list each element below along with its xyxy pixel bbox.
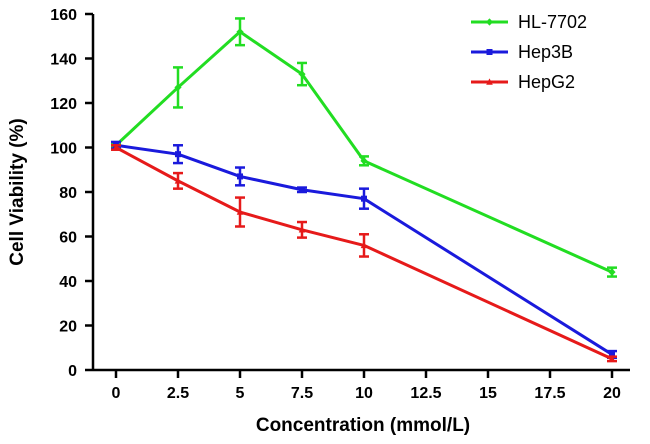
x-ticks: 0 2.5 5 7.5 10 12.5 15 17.5 20 xyxy=(112,370,621,402)
x-tick-label: 15 xyxy=(479,385,497,402)
legend: HL-7702 Hep3B HepG2 xyxy=(471,12,587,92)
data-point-hepg2 xyxy=(608,355,616,362)
data-point-hepg2 xyxy=(360,241,368,249)
y-tick-label: 140 xyxy=(50,52,77,69)
legend-marker-hl-7702 xyxy=(485,18,494,26)
y-tick-label: 80 xyxy=(59,185,77,202)
data-point-hl-7702 xyxy=(298,70,306,78)
series-line-hl-7702 xyxy=(114,30,613,274)
y-tick-label: 120 xyxy=(50,96,77,113)
data-point-hl-7702 xyxy=(174,83,182,92)
x-tick-label: 2.5 xyxy=(167,385,189,402)
x-tick-label: 0 xyxy=(112,385,121,402)
y-tick-label: 0 xyxy=(68,363,77,380)
data-point-hl-7702 xyxy=(360,157,368,165)
y-axis-title: Cell Viability (%) xyxy=(7,118,28,265)
x-tick-label: 10 xyxy=(355,385,373,402)
x-tick-label: 7.5 xyxy=(291,385,313,402)
y-tick-label: 160 xyxy=(50,7,77,24)
data-point-hep3b xyxy=(299,186,305,193)
data-point-hepg2 xyxy=(174,177,182,184)
x-tick-label: 12.5 xyxy=(410,385,441,402)
data-point-hepg2 xyxy=(298,226,306,233)
series-line-hep3b xyxy=(115,143,613,356)
series-hepg2 xyxy=(111,143,617,363)
y-tick-label: 100 xyxy=(50,141,77,158)
data-point-hl-7702 xyxy=(236,28,244,36)
series-line-hepg2 xyxy=(115,146,613,361)
legend-marker-hep3b xyxy=(486,49,493,55)
x-axis-title: Concentration (mmol/L) xyxy=(256,415,470,436)
data-point-hep3b xyxy=(609,351,615,358)
y-tick-label: 60 xyxy=(59,230,77,247)
data-point-hep3b xyxy=(237,173,243,180)
data-point-hep3b xyxy=(361,195,367,202)
data-point-hep3b xyxy=(175,151,181,158)
y-tick-label: 40 xyxy=(59,274,77,291)
x-tick-label: 17.5 xyxy=(534,385,565,402)
series-layer xyxy=(111,17,617,363)
x-tick-label: 5 xyxy=(236,385,245,402)
legend-marker-hepg2 xyxy=(486,78,493,85)
legend-label-hepg2: HepG2 xyxy=(518,72,575,92)
data-point-hepg2 xyxy=(112,143,120,151)
data-point-hl-7702 xyxy=(608,268,616,276)
y-ticks: 0 20 40 60 80 100 120 140 160 xyxy=(50,7,93,380)
legend-label-hep3b: Hep3B xyxy=(518,42,573,62)
y-tick-label: 20 xyxy=(59,319,77,336)
legend-label-hl-7702: HL-7702 xyxy=(518,12,587,32)
data-point-hepg2 xyxy=(236,208,244,215)
x-tick-label: 20 xyxy=(603,385,621,402)
